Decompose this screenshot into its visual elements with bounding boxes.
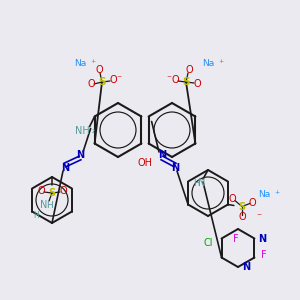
Text: F: F <box>261 250 266 260</box>
Text: O: O <box>238 212 246 223</box>
Text: O: O <box>109 75 117 85</box>
Text: ⁻: ⁻ <box>116 74 122 84</box>
Text: O: O <box>193 79 201 89</box>
Text: O: O <box>87 79 95 89</box>
Text: O: O <box>185 65 193 75</box>
Text: N: N <box>61 163 69 173</box>
Text: ⁺: ⁺ <box>90 59 96 69</box>
Text: S: S <box>182 77 190 87</box>
Text: O: O <box>248 197 256 208</box>
Text: NH: NH <box>75 125 90 136</box>
Text: ⁺: ⁺ <box>274 190 280 200</box>
Text: N: N <box>242 262 250 272</box>
Text: S: S <box>238 202 245 212</box>
Text: Cl: Cl <box>204 238 213 248</box>
Text: N: N <box>198 178 206 188</box>
Text: N: N <box>258 233 266 244</box>
Text: S: S <box>48 188 56 198</box>
Text: ⁻: ⁻ <box>167 74 172 84</box>
Text: O: O <box>171 75 179 85</box>
Text: N: N <box>76 150 84 160</box>
Text: O: O <box>95 65 103 75</box>
Text: N: N <box>171 163 179 173</box>
Text: Na: Na <box>202 59 214 68</box>
Text: ⁺: ⁺ <box>218 59 224 69</box>
Text: N: N <box>40 200 48 210</box>
Text: O: O <box>37 186 45 196</box>
Text: O: O <box>59 186 67 196</box>
Text: ⁻: ⁻ <box>256 212 262 223</box>
Text: OH: OH <box>137 158 152 168</box>
Text: ₂: ₂ <box>92 126 95 135</box>
Text: H: H <box>193 178 199 188</box>
Text: Na: Na <box>258 190 270 199</box>
Text: S: S <box>98 77 106 87</box>
Text: H: H <box>46 200 53 209</box>
Text: O: O <box>228 194 236 203</box>
Text: Na: Na <box>74 59 86 68</box>
Text: N: N <box>158 150 166 160</box>
Text: F: F <box>233 234 239 244</box>
Text: H: H <box>33 211 39 220</box>
